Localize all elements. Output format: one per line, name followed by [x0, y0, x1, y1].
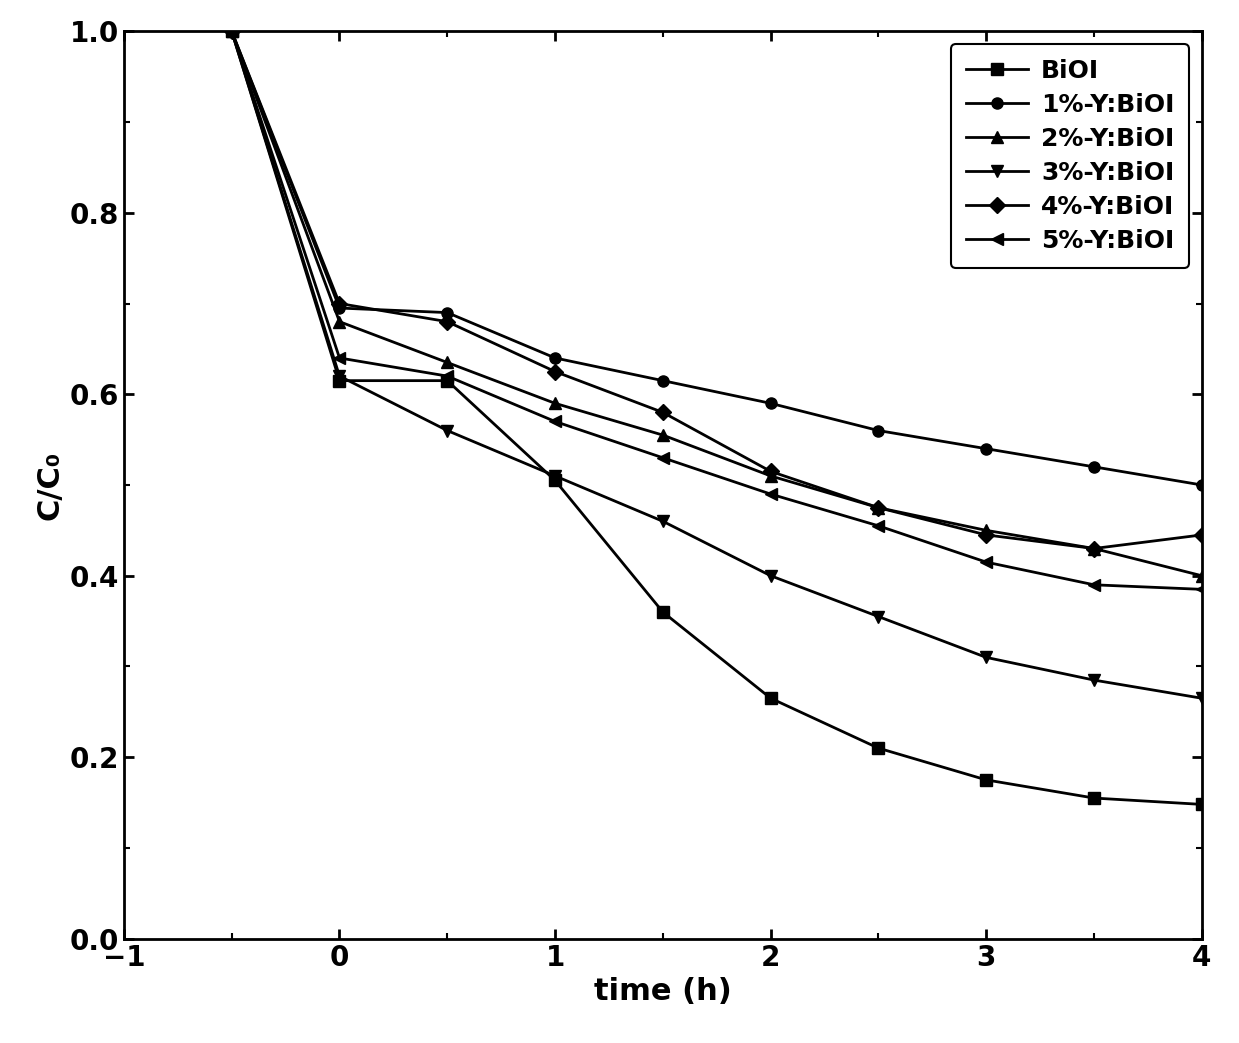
2%-Y:BiOI — [548, 397, 563, 410]
5%-Y:BiOI — [440, 370, 455, 383]
1%-Y:BiOI — [1087, 461, 1101, 474]
BiOI — [440, 374, 455, 387]
2%-Y:BiOI — [332, 315, 347, 328]
5%-Y:BiOI — [548, 415, 563, 428]
Y-axis label: C/C₀: C/C₀ — [35, 451, 64, 519]
2%-Y:BiOI — [655, 429, 670, 441]
BiOI — [979, 774, 994, 786]
BiOI — [1194, 798, 1209, 810]
Line: BiOI: BiOI — [227, 26, 1207, 810]
Line: 4%-Y:BiOI: 4%-Y:BiOI — [227, 26, 1207, 554]
5%-Y:BiOI — [655, 452, 670, 464]
3%-Y:BiOI — [763, 569, 778, 582]
2%-Y:BiOI — [224, 25, 239, 38]
3%-Y:BiOI — [871, 610, 886, 623]
BiOI — [763, 692, 778, 704]
BiOI — [548, 475, 563, 487]
5%-Y:BiOI — [1194, 583, 1209, 596]
3%-Y:BiOI — [224, 25, 239, 38]
Line: 2%-Y:BiOI: 2%-Y:BiOI — [227, 26, 1207, 581]
Legend: BiOI, 1%-Y:BiOI, 2%-Y:BiOI, 3%-Y:BiOI, 4%-Y:BiOI, 5%-Y:BiOI: BiOI, 1%-Y:BiOI, 2%-Y:BiOI, 3%-Y:BiOI, 4… — [952, 44, 1189, 268]
4%-Y:BiOI — [979, 529, 994, 541]
3%-Y:BiOI — [979, 651, 994, 663]
BiOI — [224, 25, 239, 38]
2%-Y:BiOI — [979, 524, 994, 536]
4%-Y:BiOI — [763, 465, 778, 478]
4%-Y:BiOI — [332, 297, 347, 310]
2%-Y:BiOI — [440, 357, 455, 369]
5%-Y:BiOI — [763, 488, 778, 501]
5%-Y:BiOI — [1087, 579, 1101, 591]
3%-Y:BiOI — [332, 370, 347, 383]
3%-Y:BiOI — [1087, 674, 1101, 686]
X-axis label: time (h): time (h) — [593, 977, 732, 1006]
3%-Y:BiOI — [1194, 692, 1209, 704]
4%-Y:BiOI — [548, 365, 563, 378]
2%-Y:BiOI — [763, 469, 778, 482]
3%-Y:BiOI — [440, 425, 455, 437]
2%-Y:BiOI — [1087, 542, 1101, 555]
4%-Y:BiOI — [224, 25, 239, 38]
3%-Y:BiOI — [655, 515, 670, 528]
1%-Y:BiOI — [979, 442, 994, 455]
1%-Y:BiOI — [224, 25, 239, 38]
5%-Y:BiOI — [979, 556, 994, 568]
1%-Y:BiOI — [655, 374, 670, 387]
1%-Y:BiOI — [548, 351, 563, 364]
2%-Y:BiOI — [871, 502, 886, 514]
BiOI — [655, 606, 670, 618]
BiOI — [332, 374, 347, 387]
Line: 3%-Y:BiOI: 3%-Y:BiOI — [227, 26, 1207, 704]
1%-Y:BiOI — [1194, 479, 1209, 491]
4%-Y:BiOI — [440, 315, 455, 328]
1%-Y:BiOI — [440, 307, 455, 319]
1%-Y:BiOI — [763, 397, 778, 410]
Line: 1%-Y:BiOI: 1%-Y:BiOI — [227, 26, 1207, 490]
3%-Y:BiOI — [548, 469, 563, 482]
BiOI — [1087, 792, 1101, 804]
1%-Y:BiOI — [332, 301, 347, 314]
5%-Y:BiOI — [332, 351, 347, 364]
4%-Y:BiOI — [871, 502, 886, 514]
BiOI — [871, 742, 886, 754]
4%-Y:BiOI — [1194, 529, 1209, 541]
1%-Y:BiOI — [871, 425, 886, 437]
5%-Y:BiOI — [871, 519, 886, 532]
4%-Y:BiOI — [655, 406, 670, 418]
5%-Y:BiOI — [224, 25, 239, 38]
Line: 5%-Y:BiOI: 5%-Y:BiOI — [227, 26, 1207, 595]
4%-Y:BiOI — [1087, 542, 1101, 555]
2%-Y:BiOI — [1194, 569, 1209, 582]
